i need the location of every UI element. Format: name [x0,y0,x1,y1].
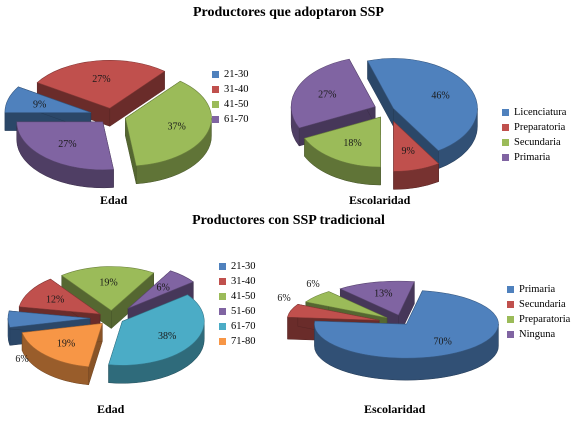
data-label-1-31-40: 27% [92,74,110,85]
slice-2-Secundaria [303,116,381,186]
legend-swatch [502,124,509,131]
legend-swatch [212,71,219,78]
data-label-4-Ninguna: 13% [374,289,392,300]
legend-item-Primaria: Primaria [507,282,570,297]
slice-1-61-70 [16,121,114,189]
pie-chart-2: 46% 9% 18% 27% [290,58,478,190]
legend-swatch [502,109,509,116]
legend-item-Licenciatura: Licenciatura [502,105,566,120]
data-label-1-21-30: 9% [33,99,46,110]
data-label-4-Secundaria: 6% [277,293,290,304]
data-label-3-21-30: 6% [15,354,28,365]
legend-label: 41-50 [224,99,249,110]
legend-swatch [219,263,226,270]
legend-item-31-40: 31-40 [212,82,249,97]
legend-label: 21-30 [224,69,249,80]
legend-label: Primaria [519,284,556,295]
pie-chart-3: 6% 12% 19% 6% 38% 19% [7,266,205,386]
legend-item-21-30: 21-30 [219,259,256,274]
legend-label: 41-50 [231,291,256,302]
slice-3-71-80 [21,323,103,386]
pie-chart-1: 9% 27% 37% 27% [4,59,212,189]
legend-swatch [219,278,226,285]
slice-1-31-40 [36,59,166,127]
legend-item-31-40: 31-40 [219,274,256,289]
legend-swatch [507,301,514,308]
slice-2-Preparatoria [393,120,440,190]
pie-chart-4: 70% 6% 6% 13% [277,279,499,381]
legend-swatch [219,293,226,300]
data-label-2-Preparatoria: 9% [401,146,414,157]
legend-label: Preparatoria [514,122,566,133]
legend-label: 61-70 [231,321,256,332]
data-label-3-41-50: 19% [99,277,117,288]
legend-label: 31-40 [231,276,256,287]
legend-label: Ninguna [519,329,556,340]
legend-swatch [502,139,509,146]
data-label-3-51-60: 6% [157,283,170,294]
legend-item-21-30: 21-30 [212,67,249,82]
data-label-1-61-70: 27% [58,139,76,150]
legend-swatch [502,154,509,161]
legend-item-Preparatoria: Preparatoria [502,120,566,135]
legend-label: 71-80 [231,336,256,347]
legend-item-41-50: 41-50 [219,289,256,304]
legend-label: Primaria [514,152,551,163]
legend-label: Secundaria [514,137,561,148]
legend-swatch [212,86,219,93]
legend-label: Licenciatura [514,107,567,118]
data-label-3-31-40: 12% [46,295,64,306]
data-label-3-61-70: 38% [158,331,176,342]
legend-swatch [507,316,514,323]
chart-1-title: Edad [100,193,128,207]
legend-item-Secundaria: Secundaria [502,135,566,150]
legend-item-71-80: 71-80 [219,334,256,349]
legend-swatch [212,116,219,123]
slice-1-41-50 [125,80,212,185]
legend-item-51-60: 51-60 [219,304,256,319]
legend-label: Preparatoria [519,314,571,325]
data-label-1-41-50: 37% [167,121,185,132]
legend-label: 61-70 [224,114,249,125]
legend-item-Primaria: Primaria [502,150,566,165]
legend-item-41-50: 41-50 [212,97,249,112]
legend-swatch [219,308,226,315]
legend-swatch [507,286,514,293]
legend-item-Secundaria: Secundaria [507,297,570,312]
legend-swatch [212,101,219,108]
top-section-title: Productores que adoptaron SSP [193,5,384,20]
bottom-section-title: Productores con SSP tradicional [192,213,385,228]
chart-2-legend: Licenciatura Preparatoria Secundaria Primar… [502,105,566,165]
chart-2-title: Escolaridad [349,193,411,207]
chart-3-legend: 21-30 31-40 41-50 51-60 61-70 71-80 [219,259,256,349]
legend-swatch [219,338,226,345]
legend-item-61-70: 61-70 [219,319,256,334]
legend-item-Preparatoria: Preparatoria [507,312,570,327]
chart-3-title: Edad [97,402,125,416]
data-label-2-Licenciatura: 46% [431,90,449,101]
chart-4-legend: Primaria Secundaria Preparatoria Ninguna [507,282,570,342]
data-label-3-71-80: 19% [57,339,75,350]
chart-1-legend: 21-30 31-40 41-50 61-70 [212,67,249,127]
data-label-2-Secundaria: 18% [343,138,361,149]
legend-item-61-70: 61-70 [212,112,249,127]
legend-label: Secundaria [519,299,566,310]
legend-label: 51-60 [231,306,256,317]
legend-label: 31-40 [224,84,249,95]
data-label-4-Primaria: 70% [434,337,452,348]
data-label-4-Preparatoria: 6% [306,279,319,290]
legend-swatch [507,331,514,338]
legend-label: 21-30 [231,261,256,272]
slice-4-Primaria [314,290,499,381]
chart-4-title: Escolaridad [364,402,426,416]
legend-item-Ninguna: Ninguna [507,327,570,342]
legend-swatch [219,323,226,330]
slice-3-61-70 [108,294,205,384]
data-label-2-Primaria: 27% [318,89,336,100]
